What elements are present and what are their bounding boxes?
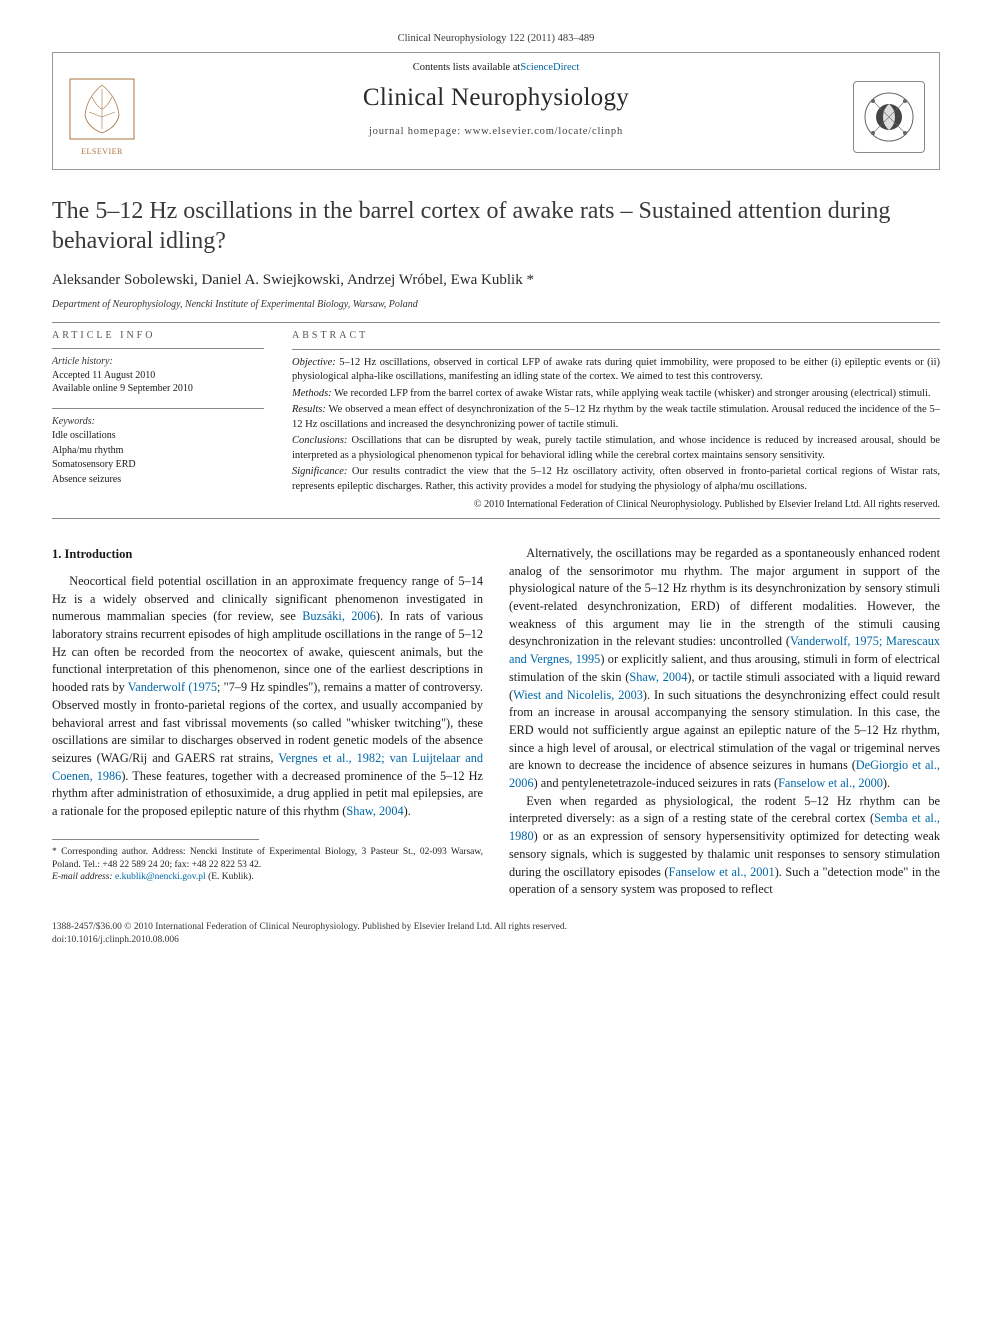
authors: Aleksander Sobolewski, Daniel A. Swiejko… [52,270,940,290]
body-text: Alternatively, the oscillations may be r… [509,546,940,649]
elsevier-logo: ELSEVIER [67,77,137,159]
article-info-column: ARTICLE INFO Article history: Accepted 1… [52,329,264,512]
keyword: Absence seizures [52,473,264,487]
citation-link[interactable]: Shaw, 2004 [629,670,687,684]
corresponding-author-footnote: * Corresponding author. Address: Nencki … [52,846,483,884]
abstract-significance: Significance: Our results contradict the… [292,465,940,494]
page-footer: 1388-2457/$36.00 © 2010 International Fe… [52,921,940,947]
footer-left: 1388-2457/$36.00 © 2010 International Fe… [52,921,567,947]
body-text: ). [883,776,890,790]
divider [52,518,940,519]
left-column: 1. Introduction Neocortical field potent… [52,545,483,899]
citation-link[interactable]: Buzsáki, 2006 [302,609,376,623]
abstract-column: ABSTRACT Objective: 5–12 Hz oscillations… [292,329,940,512]
article-history: Article history: Accepted 11 August 2010… [52,355,264,396]
body-text: ). [404,804,411,818]
journal-masthead: Contents lists available at ScienceDirec… [52,52,940,170]
homepage-url[interactable]: www.elsevier.com/locate/clinph [464,126,623,137]
citation-link[interactable]: Shaw, 2004 [346,804,403,818]
history-label: Article history: [52,355,264,369]
methods-text: We recorded LFP from the barrel cortex o… [332,388,931,399]
citation-link[interactable]: Vanderwolf (1975 [128,680,217,694]
abstract-copyright: © 2010 International Federation of Clini… [292,498,940,512]
article-title: The 5–12 Hz oscillations in the barrel c… [52,196,940,256]
abstract-objective: Objective: 5–12 Hz oscillations, observe… [292,356,940,385]
sciencedirect-link[interactable]: ScienceDirect [520,61,579,75]
journal-homepage: journal homepage: www.elsevier.com/locat… [67,125,925,139]
footnote-email-line: E-mail address: e.kublik@nencki.gov.pl (… [52,871,483,884]
intro-paragraph-3: Even when regarded as physiological, the… [509,793,940,899]
online-date: Available online 9 September 2010 [52,382,264,396]
right-column: Alternatively, the oscillations may be r… [509,545,940,899]
email-label: E-mail address: [52,872,113,882]
divider [52,408,264,409]
footer-doi: doi:10.1016/j.clinph.2010.08.006 [52,934,567,947]
body-text: ) and pentylenetetrazole-induced seizure… [534,776,778,790]
results-lead: Results: [292,404,326,415]
keywords-block: Keywords: Idle oscillations Alpha/mu rhy… [52,415,264,487]
abstract-conclusions: Conclusions: Oscillations that can be di… [292,434,940,463]
keyword: Somatosensory ERD [52,458,264,472]
body-columns: 1. Introduction Neocortical field potent… [52,545,940,899]
intro-paragraph-1: Neocortical field potential oscillation … [52,573,483,821]
keyword: Idle oscillations [52,429,264,443]
conclusions-text: Oscillations that can be disrupted by we… [292,435,940,460]
keywords-label: Keywords: [52,415,264,429]
divider [52,348,264,349]
svg-text:ELSEVIER: ELSEVIER [81,147,123,156]
significance-lead: Significance: [292,466,347,477]
divider [52,322,940,323]
citation-link[interactable]: Fanselow et al., 2001 [669,865,775,879]
keyword: Alpha/mu rhythm [52,444,264,458]
footnote-address: * Corresponding author. Address: Nencki … [52,846,483,872]
results-text: We observed a mean effect of desynchroni… [292,404,940,429]
email-link[interactable]: e.kublik@nencki.gov.pl [113,872,208,882]
society-logo [853,81,925,153]
objective-text: 5–12 Hz oscillations, observed in cortic… [292,357,940,382]
conclusions-lead: Conclusions: [292,435,347,446]
running-head: Clinical Neurophysiology 122 (2011) 483–… [52,32,940,46]
abstract-methods: Methods: We recorded LFP from the barrel… [292,387,940,401]
article-info-label: ARTICLE INFO [52,329,264,343]
intro-paragraph-2: Alternatively, the oscillations may be r… [509,545,940,793]
contents-text: Contents lists available at [413,61,521,75]
homepage-label: journal homepage: [369,126,464,137]
citation-link[interactable]: Fanselow et al., 2000 [778,776,883,790]
affiliation: Department of Neurophysiology, Nencki In… [52,298,940,312]
significance-text: Our results contradict the view that the… [292,466,940,491]
citation-link[interactable]: Wiest and Nicolelis, 2003 [513,688,643,702]
footer-copyright: 1388-2457/$36.00 © 2010 International Fe… [52,921,567,934]
contents-line: Contents lists available at ScienceDirec… [67,61,925,75]
footnote-divider [52,839,259,840]
abstract-label: ABSTRACT [292,329,940,343]
intro-heading: 1. Introduction [52,545,483,563]
objective-lead: Objective: [292,357,336,368]
divider [292,349,940,350]
info-abstract-row: ARTICLE INFO Article history: Accepted 1… [52,329,940,512]
accepted-date: Accepted 11 August 2010 [52,369,264,383]
email-paren: (E. Kublik). [208,872,254,882]
abstract-results: Results: We observed a mean effect of de… [292,403,940,432]
journal-title: Clinical Neurophysiology [67,81,925,115]
methods-lead: Methods: [292,388,332,399]
